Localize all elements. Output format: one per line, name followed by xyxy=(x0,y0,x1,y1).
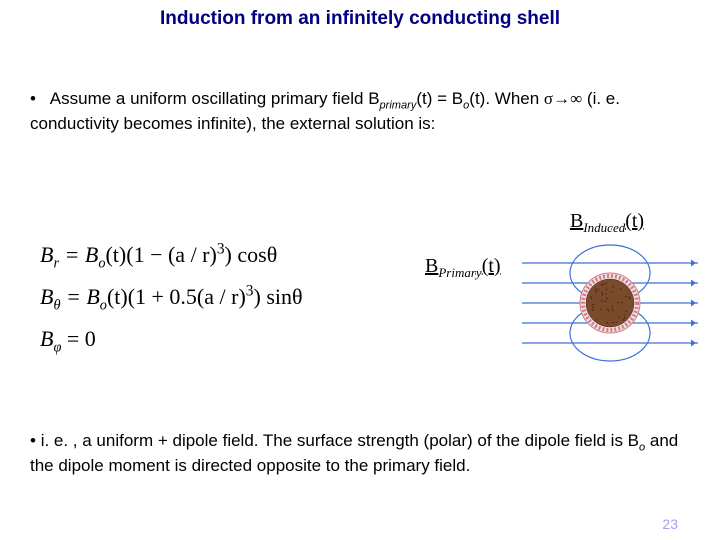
bullet-dot: • xyxy=(30,88,46,109)
slide-title: Induction from an infinitely conducting … xyxy=(0,0,720,30)
equation-br: Br = Bo(t)(1 − (a / r)3) cosθ xyxy=(40,235,340,277)
t: Assume a uniform oscillating primary fie… xyxy=(50,89,380,108)
field-diagram xyxy=(520,228,700,378)
bullet2-text: i. e. , a uniform + dipole field. The su… xyxy=(30,431,678,475)
t: primary xyxy=(380,99,417,111)
label-b-primary: BPrimary(t) xyxy=(425,255,501,281)
equation-btheta: Bθ = Bo(t)(1 + 0.5(a / r)3) sinθ xyxy=(40,277,340,319)
equations-block: Br = Bo(t)(1 − (a / r)3) cosθ Bθ = Bo(t)… xyxy=(40,235,340,361)
t: (t). When xyxy=(469,89,544,108)
equation-bphi: Bφ = 0 xyxy=(40,319,340,361)
t: i. e. , a uniform + dipole field. The su… xyxy=(41,431,639,450)
page-number: 23 xyxy=(662,516,678,532)
bullet-dot: • xyxy=(30,431,36,450)
t: (t) = B xyxy=(416,89,463,108)
bullet-conclusion: • i. e. , a uniform + dipole field. The … xyxy=(30,430,692,476)
bullet-assumption: • Assume a uniform oscillating primary f… xyxy=(30,88,692,134)
bullet1-text: Assume a uniform oscillating primary fie… xyxy=(30,89,620,133)
sigma-infinity: σ→∞ xyxy=(544,89,582,108)
